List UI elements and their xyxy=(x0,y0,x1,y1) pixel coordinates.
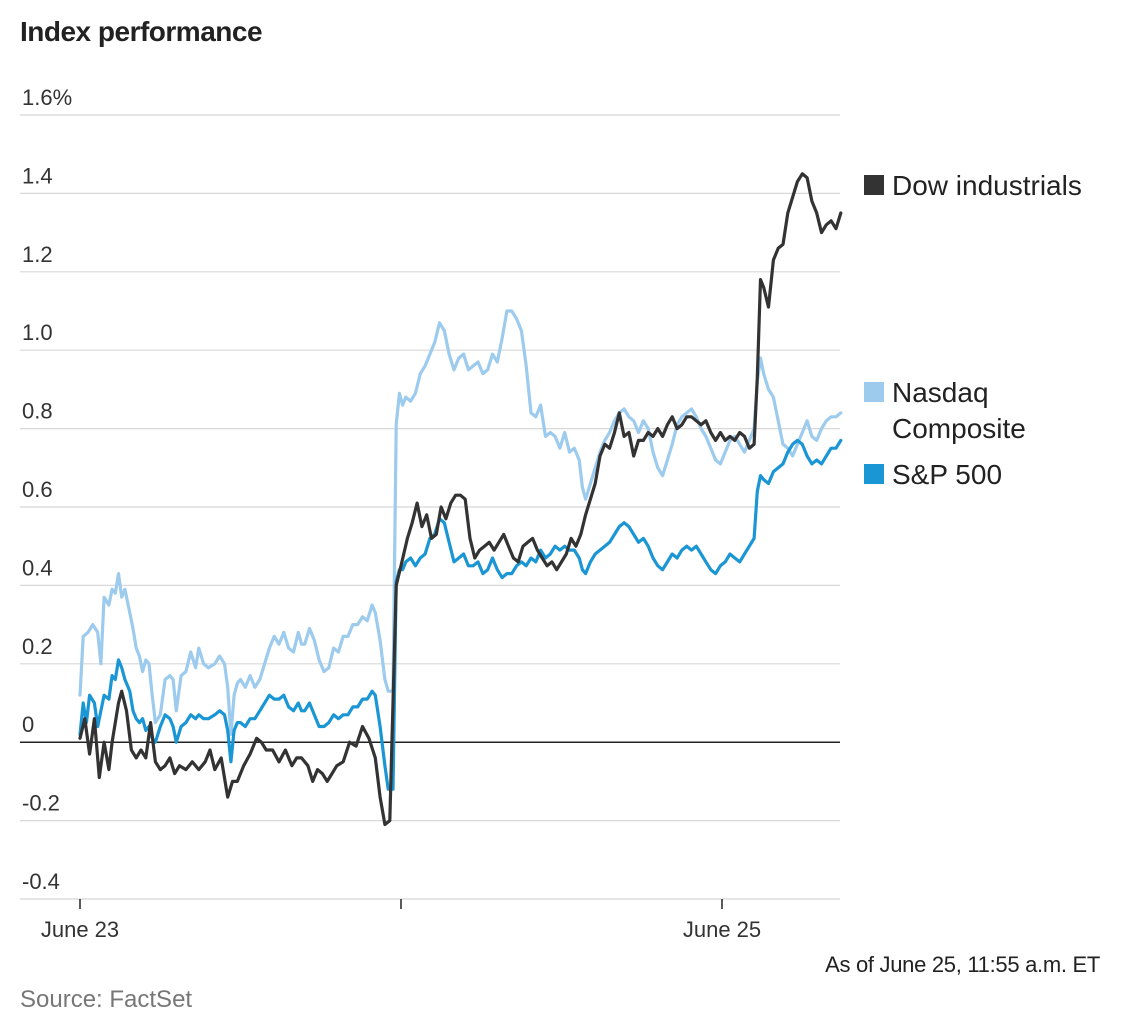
y-tick-label: 0.2 xyxy=(22,634,53,659)
series-line-s-p-500 xyxy=(78,438,843,791)
y-tick-label: 0 xyxy=(22,712,34,737)
x-tick-label: June 25 xyxy=(683,917,761,942)
y-tick-label: -0.2 xyxy=(22,791,60,816)
y-axis-labels: 1.6% 1.4 1.2 1.0 0.8 0.6 0.4 0.2 0 -0.2 -0.4 xyxy=(22,85,72,894)
legend-swatch xyxy=(864,175,884,195)
series-line-dow-industrials xyxy=(78,172,843,827)
series-line-nasdaq-composite xyxy=(78,309,843,736)
source-note: Source: FactSet xyxy=(20,986,193,1013)
legend-label: Nasdaq xyxy=(892,377,989,408)
legend-label: Dow industrials xyxy=(892,170,1082,201)
series-lines xyxy=(78,172,843,827)
legend-swatch xyxy=(864,464,884,484)
gridlines xyxy=(20,114,840,900)
x-tick-label: June 23 xyxy=(41,917,119,942)
y-tick-label: 0.8 xyxy=(22,399,53,424)
y-tick-label: 1.4 xyxy=(22,163,53,188)
legend: Dow industrials Nasdaq Composite S&P 500 xyxy=(864,170,1082,490)
y-tick-label: 1.2 xyxy=(22,242,53,267)
y-tick-label: 1.6% xyxy=(22,85,72,110)
y-tick-label: -0.4 xyxy=(22,869,60,894)
legend-label: Composite xyxy=(892,413,1026,444)
chart-title: Index performance xyxy=(20,16,263,47)
y-tick-label: 0.6 xyxy=(22,477,53,502)
y-tick-label: 1.0 xyxy=(22,320,53,345)
legend-swatch xyxy=(864,382,884,402)
y-tick-label: 0.4 xyxy=(22,555,53,580)
timestamp-note: As of June 25, 11:55 a.m. ET xyxy=(825,952,1100,977)
legend-label: S&P 500 xyxy=(892,459,1002,490)
x-axis: June 23 June 25 xyxy=(41,899,761,942)
